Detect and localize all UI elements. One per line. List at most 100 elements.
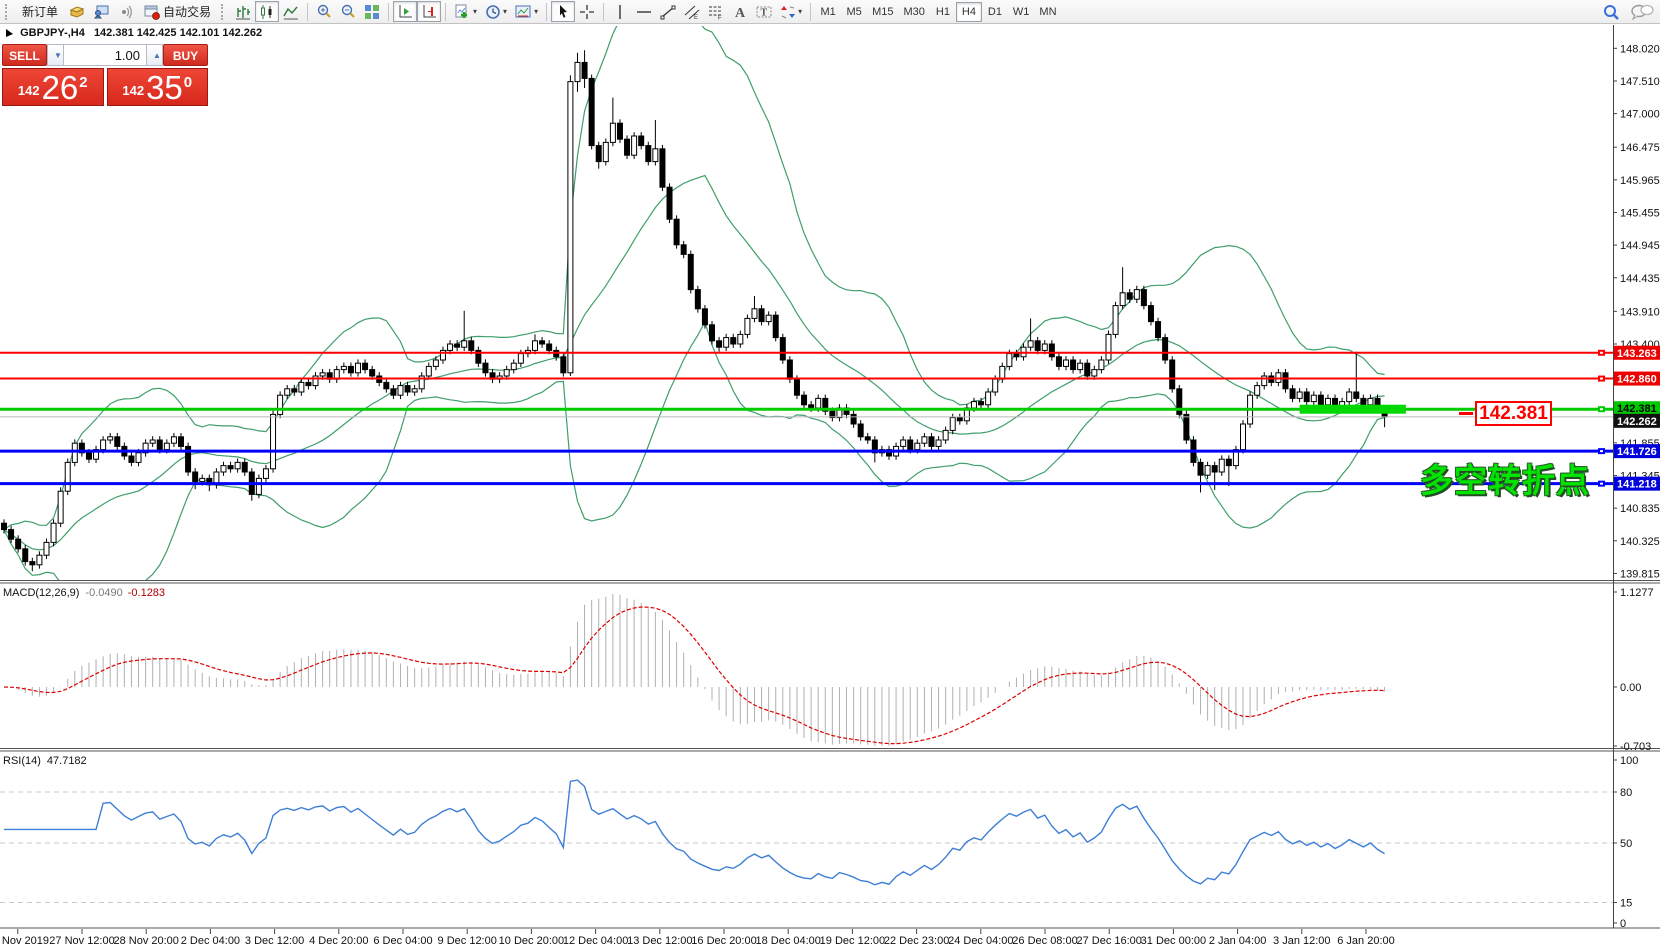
- candle-body: [1346, 391, 1353, 403]
- auto-scroll-button[interactable]: [393, 1, 418, 22]
- candle-body: [1211, 465, 1218, 473]
- time-tick-label: 3 Dec 12:00: [245, 935, 304, 947]
- candle-body: [539, 340, 546, 345]
- new-order-button[interactable]: 新订单: [15, 1, 65, 22]
- sound-alert-button[interactable]: [113, 1, 137, 22]
- price-tag-label[interactable]: 142.381: [1475, 401, 1552, 426]
- template-button[interactable]: ▾: [511, 1, 542, 22]
- text-button[interactable]: A: [728, 1, 752, 22]
- tf-m30-button[interactable]: M30: [899, 2, 930, 22]
- time-tick-label: 25 Nov 2019: [0, 935, 49, 947]
- candle-body: [369, 369, 376, 377]
- vertical-line-button[interactable]: [608, 1, 632, 22]
- candle-body: [822, 397, 829, 412]
- buy-button[interactable]: BUY: [163, 44, 208, 66]
- tf-m15-button[interactable]: M15: [867, 2, 898, 22]
- cursor-button[interactable]: [551, 1, 576, 22]
- candle-body: [1006, 353, 1013, 367]
- text-label-button[interactable]: T: [752, 1, 776, 22]
- toolbar-grip[interactable]: [221, 3, 228, 20]
- tf-mn-button[interactable]: MN: [1034, 2, 1061, 22]
- macd-signal-value: -0.1283: [127, 587, 166, 599]
- tf-m1-button[interactable]: M1: [815, 2, 841, 22]
- chart-profile-button[interactable]: [65, 1, 89, 22]
- new-chart-button[interactable]: ▾: [450, 1, 481, 22]
- equidistant-channel-button[interactable]: E: [680, 1, 704, 22]
- price-badge: [1614, 371, 1660, 386]
- candle-body: [970, 401, 977, 409]
- period-clock-icon: [486, 4, 500, 19]
- line-chart-button[interactable]: [279, 1, 303, 22]
- auto-trading-button[interactable]: 自动交易: [137, 1, 218, 22]
- candle-body: [886, 449, 892, 457]
- candle-body: [1169, 359, 1176, 390]
- price-badge: [1614, 476, 1660, 491]
- candlestick-chart-button[interactable]: [255, 1, 280, 22]
- trendline-button[interactable]: [656, 1, 680, 22]
- fibonacci-button[interactable]: F: [704, 1, 728, 22]
- zoom-in-button[interactable]: [312, 1, 336, 22]
- candle-body: [808, 404, 815, 409]
- sell-price-big: 26: [41, 69, 79, 106]
- candle-body: [574, 61, 581, 83]
- template-icon: [515, 5, 531, 17]
- period-button[interactable]: ▾: [481, 1, 511, 22]
- candle-body: [43, 541, 50, 556]
- tile-windows-button[interactable]: [360, 1, 384, 22]
- candle-body: [284, 388, 291, 396]
- price-axis[interactable]: 148.020 147.510 147.000 146.475 145.965 145.4…: [1613, 43, 1660, 580]
- rsi-label: RSI(14) 47.7182: [3, 755, 87, 767]
- time-tick-label: 6 Dec 04:00: [373, 935, 432, 947]
- price-badge: [1614, 345, 1660, 360]
- price-badge-label: 141.726: [1617, 446, 1657, 458]
- time-tick-label: 22 Dec 23:00: [884, 935, 949, 947]
- sell-button[interactable]: SELL: [2, 44, 47, 66]
- sell-price-box[interactable]: 142 26 2: [2, 68, 104, 106]
- candle-body: [461, 340, 468, 348]
- tf-m5-button[interactable]: M5: [841, 2, 867, 22]
- tf-w1-button[interactable]: W1: [1008, 2, 1035, 22]
- candlestick-icon: [261, 4, 272, 19]
- candle-body: [255, 477, 262, 495]
- candle-body: [638, 135, 645, 147]
- volume-increase-button[interactable]: ▲: [146, 44, 163, 66]
- turning-point-text[interactable]: 多空转折点: [1420, 462, 1590, 499]
- buy-price-base: 142: [122, 83, 145, 98]
- tf-d1-button[interactable]: D1: [982, 2, 1008, 22]
- candle-body: [709, 324, 715, 342]
- dropdown-caret: ▾: [503, 7, 508, 16]
- candle-body: [560, 356, 567, 374]
- bar-chart-button[interactable]: [231, 1, 255, 22]
- search-icon[interactable]: [1602, 3, 1620, 21]
- arrows-button[interactable]: ▾: [776, 1, 806, 22]
- candle-body: [1232, 449, 1239, 467]
- tf-h1-button[interactable]: H1: [930, 2, 956, 22]
- indicator-axes[interactable]: 1.1277 0.00 -0.703 100 80 50 15 0: [1613, 587, 1654, 930]
- candle-body: [397, 385, 404, 396]
- highlight-zone[interactable]: [1299, 404, 1406, 414]
- time-tick-label: 27 Nov 12:00: [49, 935, 114, 947]
- chart-shift-button[interactable]: [417, 1, 442, 22]
- toolbar-grip[interactable]: [5, 3, 12, 20]
- macd-main-value: -0.0490: [85, 587, 123, 599]
- volume-decrease-button[interactable]: ▼: [47, 44, 64, 66]
- candle-body: [93, 449, 100, 460]
- candle-body: [8, 529, 15, 540]
- candle-body: [1112, 305, 1119, 335]
- candle-body: [609, 122, 616, 143]
- candle-body: [532, 340, 538, 351]
- candle-body: [999, 365, 1006, 380]
- candle-body: [907, 439, 914, 451]
- horizontal-line-button[interactable]: [632, 1, 656, 22]
- chat-icon[interactable]: [1630, 3, 1654, 21]
- tf-h4-button[interactable]: H4: [955, 1, 982, 22]
- candle-body: [1126, 292, 1133, 300]
- zoom-out-button[interactable]: [336, 1, 360, 22]
- volume-input[interactable]: [64, 44, 146, 66]
- candle-body: [418, 375, 425, 390]
- buy-price-box[interactable]: 142 35 0: [106, 68, 208, 106]
- crosshair-button[interactable]: [575, 1, 599, 22]
- market-watch-button[interactable]: [89, 1, 113, 22]
